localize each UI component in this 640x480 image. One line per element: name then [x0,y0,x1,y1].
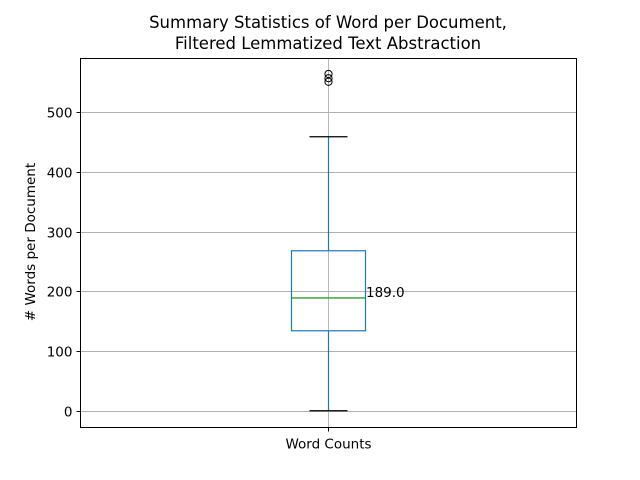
x-tick-label: Word Counts [285,437,371,453]
interquartile-box [290,250,367,332]
y-tick-label: 100 [47,345,73,361]
box-layer [290,69,367,412]
outlier-point [324,74,333,83]
y-tick-label: 0 [64,405,73,421]
y-tick-label: 200 [47,285,73,301]
median-value-annotation: 189.0 [366,285,405,301]
y-tick-label: 500 [47,106,73,122]
outlier-point [324,69,333,79]
chart-title-line-2: Filtered Lemmatized Text Abstraction [175,34,481,53]
y-tick-label: 400 [47,166,73,182]
chart-title-line-1: Summary Statistics of Word per Document, [149,13,507,32]
y-tick-label: 300 [47,226,73,242]
outlier-point [324,77,333,86]
tick-layer: 0 100 200 300 400 500 Word Counts [47,106,372,453]
y-axis-label: # Words per Document [23,163,39,321]
